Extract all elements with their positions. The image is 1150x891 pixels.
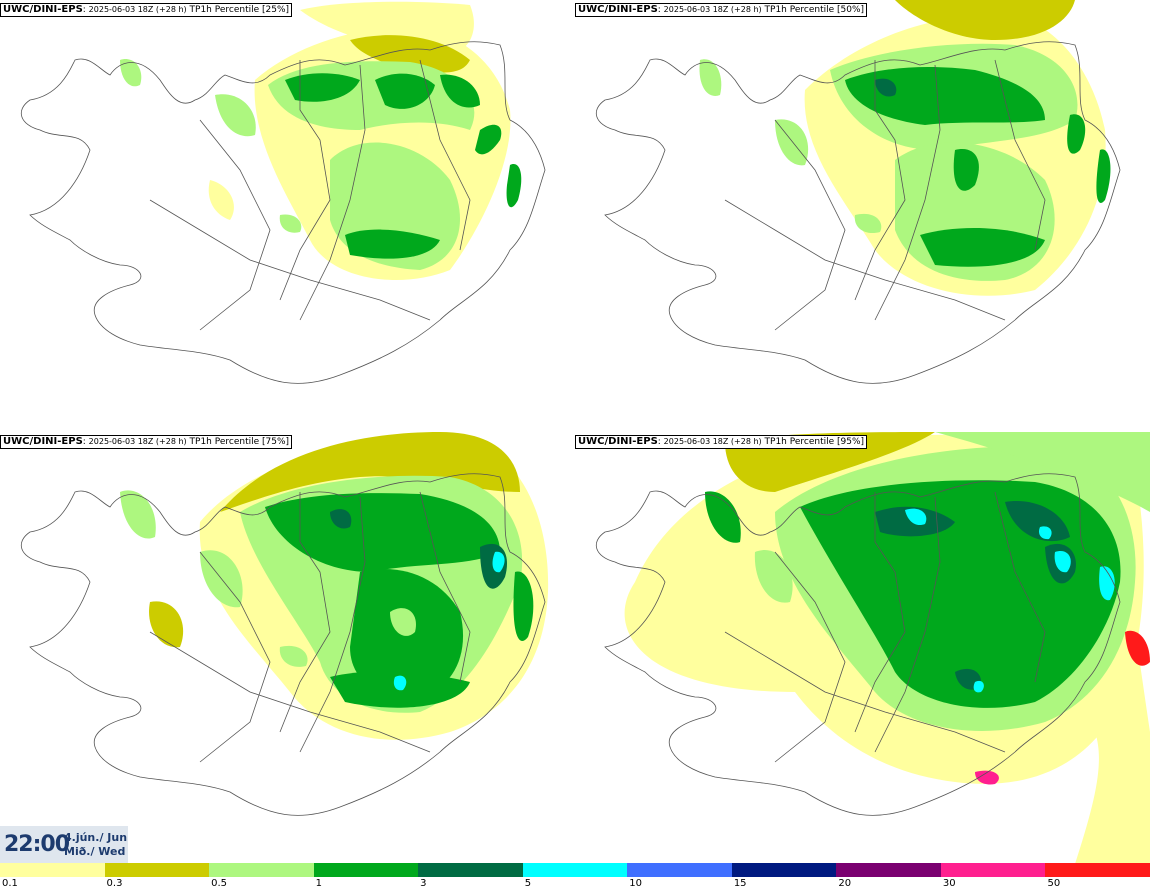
panel-title: UWC/DINI-EPS: 2025-06-03 18Z (+28 h) TP1… [0, 3, 293, 17]
panel-source: UWC/DINI-EPS [3, 436, 83, 447]
legend-swatch [1045, 863, 1150, 877]
panel-field: TP1h Percentile [25%] [189, 5, 290, 15]
precip-map [20, 432, 549, 816]
panel-run: 2025-06-03 18Z (+28 h) [663, 5, 762, 14]
precip-field [699, 0, 1111, 296]
legend-swatch [731, 863, 837, 877]
panel-title: UWC/DINI-EPS: 2025-06-03 18Z (+28 h) TP1… [575, 435, 868, 449]
legend-swatch [313, 863, 419, 877]
legend-tick-label: 20 [838, 878, 852, 889]
valid-date: 4.jún./ Jun Mið./ Wed [64, 831, 127, 859]
legend-swatch [0, 863, 105, 877]
panel-divider [574, 0, 575, 863]
legend-tick-label: 50 [1047, 878, 1061, 889]
panel-run: 2025-06-03 18Z (+28 h) [88, 437, 187, 446]
panel-field: TP1h Percentile [95%] [764, 437, 865, 447]
panel-title: UWC/DINI-EPS: 2025-06-03 18Z (+28 h) TP1… [575, 3, 868, 17]
legend-ticks: 0.1 0.3 0.5 1 3 5 10 15 20 30 50 [0, 877, 1150, 891]
panel-field: TP1h Percentile [50%] [764, 5, 865, 15]
panel-field: TP1h Percentile [75%] [189, 437, 290, 447]
valid-date-line2: Mið./ Wed [64, 845, 126, 858]
legend-swatch [209, 863, 314, 877]
valid-time: 22:00 [4, 832, 70, 857]
map-panel-p75: UWC/DINI-EPS: 2025-06-03 18Z (+28 h) TP1… [0, 432, 575, 864]
legend-tick-label: 0.3 [106, 878, 123, 889]
panel-run: 2025-06-03 18Z (+28 h) [88, 5, 187, 14]
legend-swatch [940, 863, 1046, 877]
valid-time-box: 22:00 4.jún./ Jun Mið./ Wed [0, 826, 128, 863]
legend-tick-label: 15 [733, 878, 747, 889]
precip-field [120, 1, 522, 280]
legend-swatch [104, 863, 210, 877]
panel-source: UWC/DINI-EPS [578, 436, 658, 447]
iceland-outline [20, 473, 546, 816]
map-panel-p50: UWC/DINI-EPS: 2025-06-03 18Z (+28 h) TP1… [575, 0, 1150, 432]
panel-source: UWC/DINI-EPS [3, 4, 83, 15]
map-panel-p95: UWC/DINI-EPS: 2025-06-03 18Z (+28 h) TP1… [575, 432, 1150, 864]
precip-field [624, 432, 1150, 864]
legend-tick-label: 0.1 [2, 878, 18, 889]
legend-swatch [836, 863, 941, 877]
panel-run: 2025-06-03 18Z (+28 h) [663, 437, 762, 446]
legend-swatch [418, 863, 523, 877]
iceland-outline [20, 41, 546, 384]
precip-map [595, 0, 1121, 384]
panel-source: UWC/DINI-EPS [578, 4, 658, 15]
legend-swatches [0, 863, 1150, 877]
precip-map [20, 1, 546, 384]
map-panel-p25: UWC/DINI-EPS: 2025-06-03 18Z (+28 h) TP1… [0, 0, 575, 432]
precip-map [595, 432, 1150, 864]
color-legend: 0.1 0.3 0.5 1 3 5 10 15 20 30 50 [0, 863, 1150, 891]
legend-tick-label: 10 [629, 878, 642, 889]
legend-tick-label: 1 [315, 878, 322, 889]
legend-swatch [522, 863, 628, 877]
legend-tick-label: 5 [524, 878, 532, 889]
legend-tick-label: 30 [942, 878, 956, 889]
precip-field [120, 432, 549, 740]
iceland-outline [595, 41, 1121, 384]
legend-tick-label: 3 [420, 878, 427, 889]
valid-date-line1: 4.jún./ Jun [64, 831, 128, 844]
legend-tick-label: 0.5 [211, 878, 227, 889]
panel-title: UWC/DINI-EPS: 2025-06-03 18Z (+28 h) TP1… [0, 435, 293, 449]
iceland-outline [595, 473, 1121, 816]
legend-swatch [627, 863, 732, 877]
